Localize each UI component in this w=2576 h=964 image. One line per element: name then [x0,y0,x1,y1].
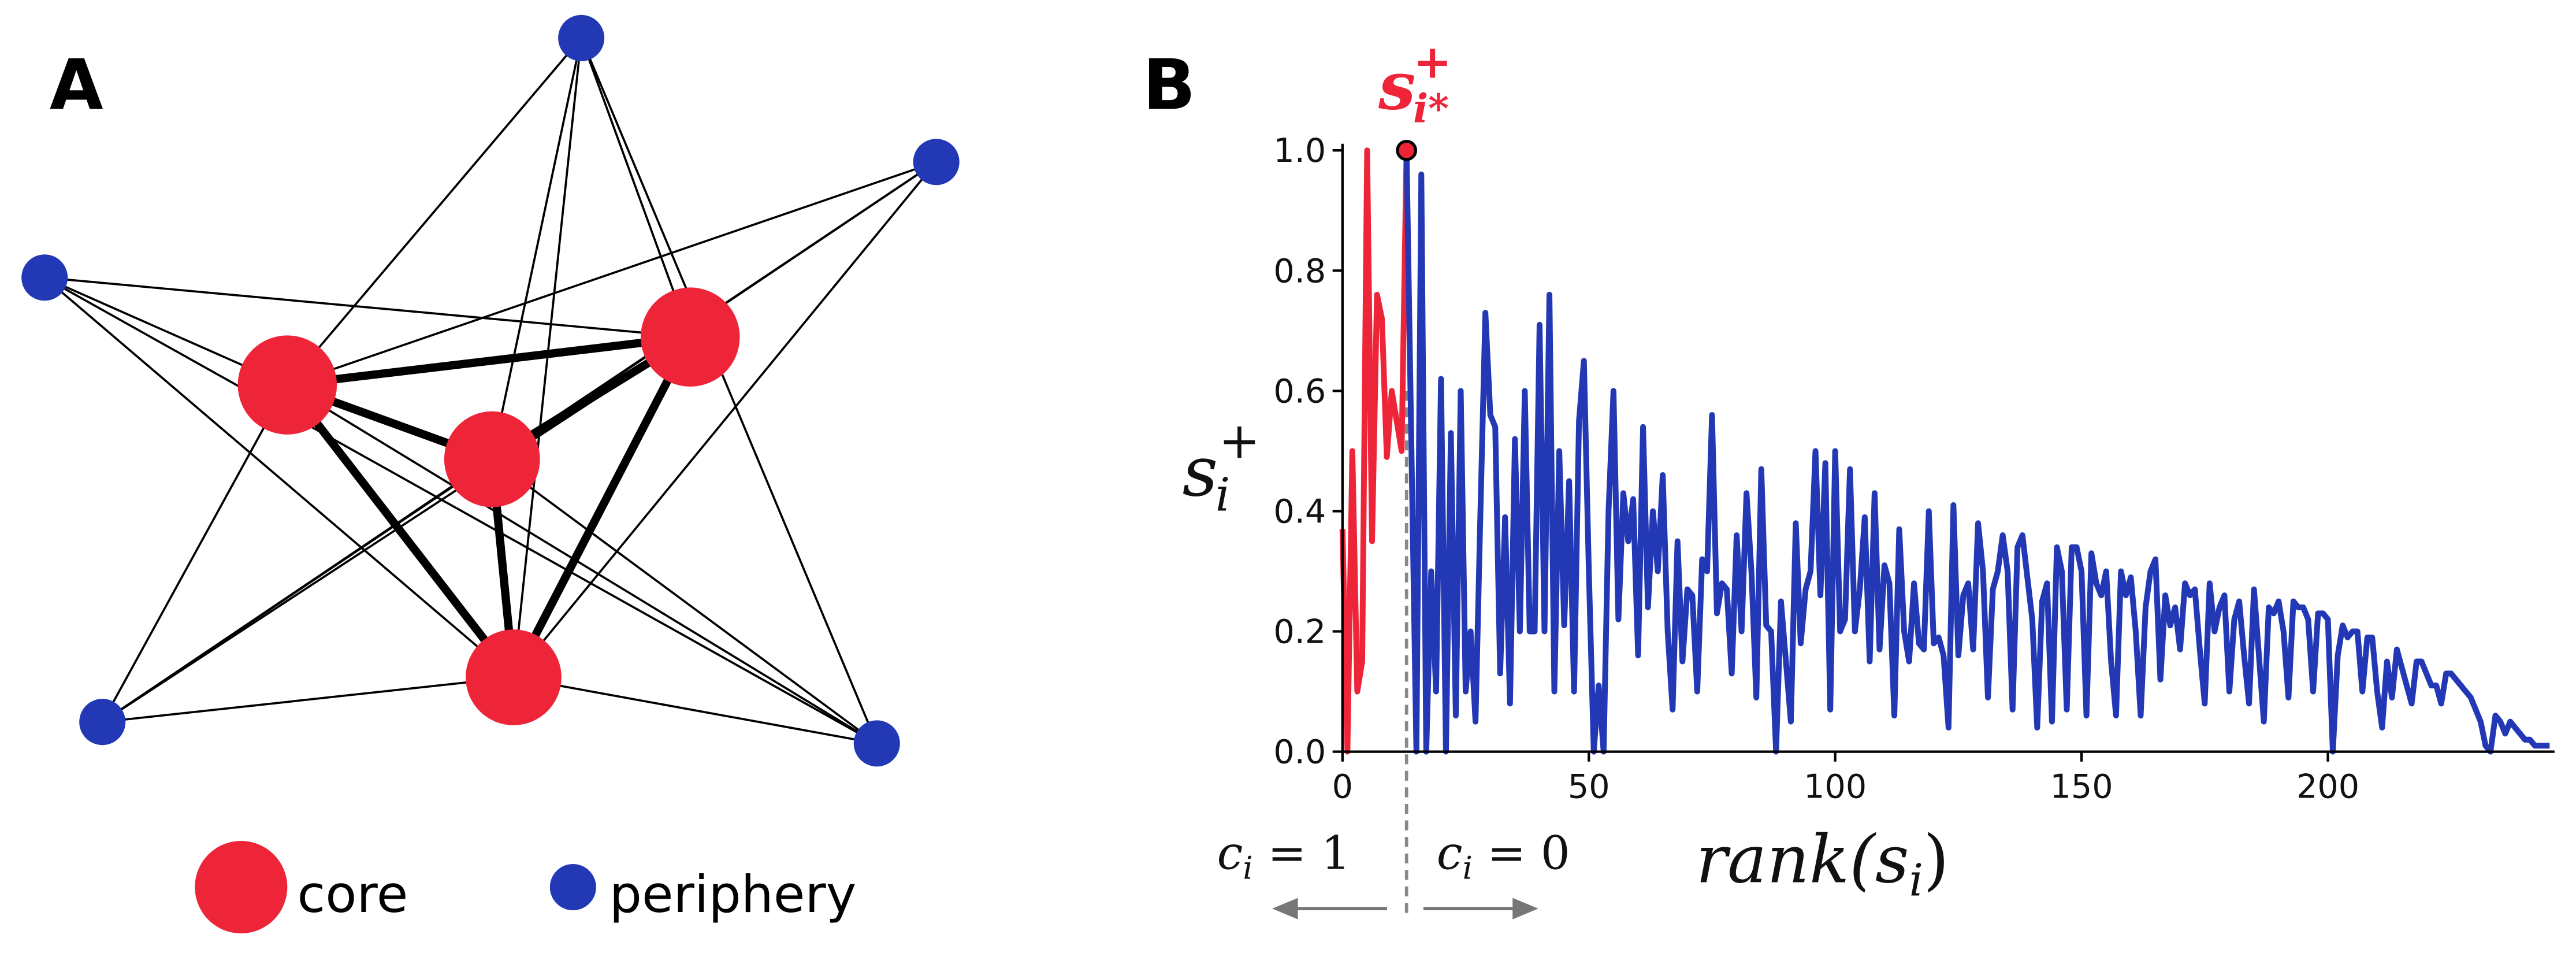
panel-label: A [50,46,103,126]
core-node [641,287,740,387]
annotation: ci = 0 [1437,826,1570,887]
edge [43,276,515,678]
x-axis-label: ) [1923,821,1949,898]
edge [491,458,878,744]
annotation: = 0 [1473,826,1570,880]
x-tick-label: 200 [2296,768,2359,806]
edge [101,384,288,723]
legend-label: periphery [609,865,857,924]
x-axis-label: i [1909,854,1924,906]
edge [512,161,938,678]
x-axis-label: rank(si) [1696,821,1949,906]
periphery-node [558,14,605,61]
x-tick-label: 0 [1332,768,1353,806]
periphery-node [79,699,126,746]
core-node [444,411,540,507]
arrows [1272,898,1538,919]
core-edge [510,335,694,680]
edge [287,384,878,744]
annotation: i [1243,850,1252,887]
y-axis-label: + [1218,412,1260,470]
y-axis-label: i [1215,468,1231,521]
edge [102,676,514,724]
x-axis-label: rank(s [1696,821,1909,898]
highlight-label: + [1413,34,1452,88]
y-tick-label: 0.0 [1273,733,1326,772]
panel-label: B [1143,46,1196,126]
x-tick-label: 50 [1568,768,1610,806]
arrow-head [1272,898,1298,919]
y-tick-label: 1.0 [1273,132,1326,170]
annotation: c [1217,826,1243,880]
highlight-point [1396,139,1417,161]
series-line [1339,147,1410,755]
edge [44,276,878,744]
x-tick-label: 150 [2050,768,2113,806]
edge [580,38,878,744]
legend-core-marker [195,840,288,934]
plot: 0.0 0.2 0.4 0.6 0.8 1.0 0 50 100 150 200 s+i* [1273,34,2555,917]
edge [580,38,692,338]
y-axis-label: s [1183,432,1218,513]
periphery-node [853,720,900,767]
core-edge [287,333,691,390]
y-tick-label: 0.4 [1273,492,1326,531]
legend-label: core [298,865,408,924]
y-tick-label: 0.2 [1273,613,1326,651]
highlight-label: s [1378,47,1415,125]
y-tick-label: 0.8 [1273,252,1326,290]
edge [513,676,878,745]
annotation: ci = 1 [1217,826,1351,887]
edge [287,161,937,386]
edge [44,276,690,339]
legend-periphery-marker [549,863,596,911]
network [21,14,960,767]
series-line [1403,150,2550,755]
y-tick-label: 0.6 [1273,372,1326,410]
core-node [237,335,337,435]
highlight-label: i* [1413,86,1449,132]
periphery-node [913,139,960,186]
core-node [466,629,562,725]
annotation: c [1437,826,1463,880]
x-tick-label: 100 [1804,768,1867,806]
annotation: i [1463,850,1473,887]
edge [286,37,582,386]
edge [490,38,582,460]
periphery-node [21,254,68,301]
core-edge [284,382,517,680]
annotation: = 1 [1253,826,1351,880]
arrow-head [1512,898,1538,919]
